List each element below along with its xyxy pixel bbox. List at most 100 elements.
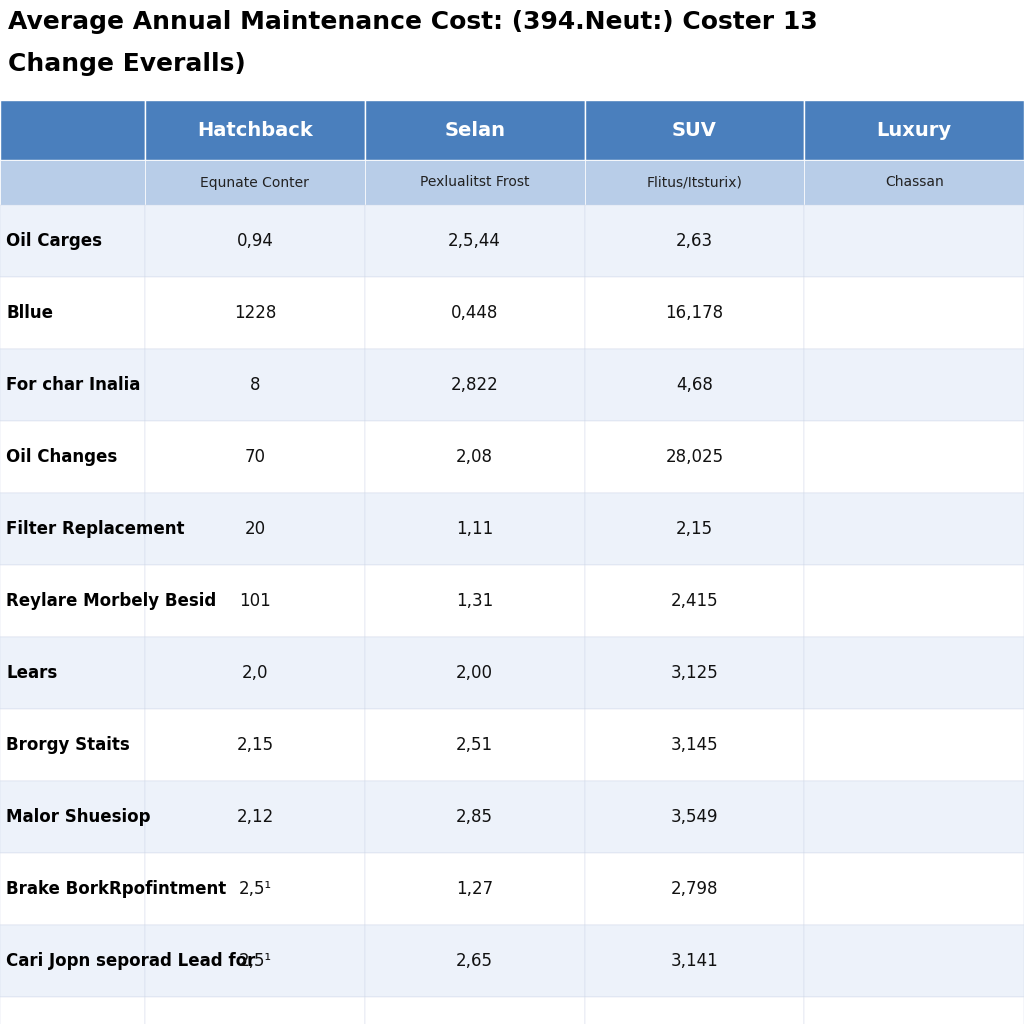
Bar: [145, 349, 365, 421]
Text: Bllue: Bllue: [6, 304, 53, 322]
Bar: [585, 278, 804, 349]
Bar: [0, 781, 145, 853]
Bar: [365, 925, 585, 997]
Bar: [0, 278, 145, 349]
Text: 8: 8: [250, 376, 260, 394]
Text: Brorgy Staits: Brorgy Staits: [6, 736, 130, 754]
Text: 3,125: 3,125: [671, 664, 718, 682]
Text: 2,85: 2,85: [456, 808, 494, 826]
Text: 101: 101: [239, 592, 270, 610]
Text: 2,63: 2,63: [676, 232, 713, 250]
Bar: [585, 160, 804, 205]
Bar: [0, 349, 145, 421]
Text: Brake BorkRpofintment: Brake BorkRpofintment: [6, 880, 226, 898]
Text: 2,0: 2,0: [242, 664, 268, 682]
Text: 2,00: 2,00: [456, 664, 494, 682]
Bar: [804, 349, 1024, 421]
Text: 2,5¹: 2,5¹: [239, 952, 271, 970]
Bar: [365, 349, 585, 421]
Bar: [804, 278, 1024, 349]
Bar: [0, 160, 145, 205]
Bar: [585, 925, 804, 997]
Bar: [0, 205, 145, 278]
Text: 3,141: 3,141: [671, 952, 718, 970]
Bar: [585, 709, 804, 781]
Bar: [0, 565, 145, 637]
Bar: [145, 853, 365, 925]
Text: 2,15: 2,15: [237, 736, 273, 754]
Bar: [585, 349, 804, 421]
Bar: [804, 853, 1024, 925]
Text: 2,08: 2,08: [456, 449, 494, 466]
Text: 4,68: 4,68: [676, 376, 713, 394]
Bar: [145, 637, 365, 709]
Bar: [585, 421, 804, 493]
Text: Hatchback: Hatchback: [197, 121, 312, 139]
Text: 1,31: 1,31: [456, 592, 494, 610]
Text: Oil Carges: Oil Carges: [6, 232, 102, 250]
Bar: [585, 100, 804, 160]
Bar: [585, 781, 804, 853]
Bar: [804, 160, 1024, 205]
Bar: [804, 493, 1024, 565]
Bar: [804, 100, 1024, 160]
Bar: [585, 637, 804, 709]
Bar: [804, 205, 1024, 278]
Bar: [0, 100, 145, 160]
Text: 20: 20: [245, 520, 265, 538]
Text: 2,415: 2,415: [671, 592, 718, 610]
Text: Filter Replacement: Filter Replacement: [6, 520, 184, 538]
Text: Luxury: Luxury: [877, 121, 951, 139]
Text: 3,145: 3,145: [671, 736, 718, 754]
Text: 2,15: 2,15: [676, 520, 713, 538]
Text: 1228: 1228: [233, 304, 276, 322]
Bar: [804, 781, 1024, 853]
Bar: [0, 709, 145, 781]
Bar: [365, 278, 585, 349]
Text: 2,5¹: 2,5¹: [239, 880, 271, 898]
Text: 1,11: 1,11: [456, 520, 494, 538]
Bar: [0, 637, 145, 709]
Bar: [365, 709, 585, 781]
Bar: [145, 925, 365, 997]
Bar: [365, 637, 585, 709]
Bar: [365, 997, 585, 1024]
Text: Oil Changes: Oil Changes: [6, 449, 118, 466]
Bar: [365, 781, 585, 853]
Bar: [145, 493, 365, 565]
Text: 2,65: 2,65: [456, 952, 494, 970]
Text: 2,798: 2,798: [671, 880, 718, 898]
Bar: [145, 205, 365, 278]
Text: 2,822: 2,822: [451, 376, 499, 394]
Bar: [804, 421, 1024, 493]
Text: 3,549: 3,549: [671, 808, 718, 826]
Text: Chassan: Chassan: [885, 175, 943, 189]
Bar: [145, 709, 365, 781]
Text: 2,51: 2,51: [456, 736, 494, 754]
Text: Pexlualitst Frost: Pexlualitst Frost: [420, 175, 529, 189]
Bar: [804, 565, 1024, 637]
Bar: [804, 709, 1024, 781]
Bar: [0, 997, 145, 1024]
Text: Reylare Morbely Besid: Reylare Morbely Besid: [6, 592, 216, 610]
Bar: [0, 421, 145, 493]
Text: Change Everalls): Change Everalls): [8, 52, 246, 76]
Bar: [145, 278, 365, 349]
Bar: [145, 997, 365, 1024]
Text: 1,27: 1,27: [456, 880, 494, 898]
Text: 0,94: 0,94: [237, 232, 273, 250]
Bar: [145, 100, 365, 160]
Bar: [804, 637, 1024, 709]
Bar: [365, 853, 585, 925]
Bar: [0, 493, 145, 565]
Text: 2,5,44: 2,5,44: [449, 232, 501, 250]
Bar: [0, 853, 145, 925]
Text: Average Annual Maintenance Cost: (394.Neut:) Coster 13: Average Annual Maintenance Cost: (394.Ne…: [8, 10, 818, 34]
Text: Flitus/Itsturix): Flitus/Itsturix): [646, 175, 742, 189]
Bar: [585, 205, 804, 278]
Bar: [145, 565, 365, 637]
Bar: [365, 565, 585, 637]
Text: Lears: Lears: [6, 664, 57, 682]
Bar: [365, 493, 585, 565]
Bar: [365, 100, 585, 160]
